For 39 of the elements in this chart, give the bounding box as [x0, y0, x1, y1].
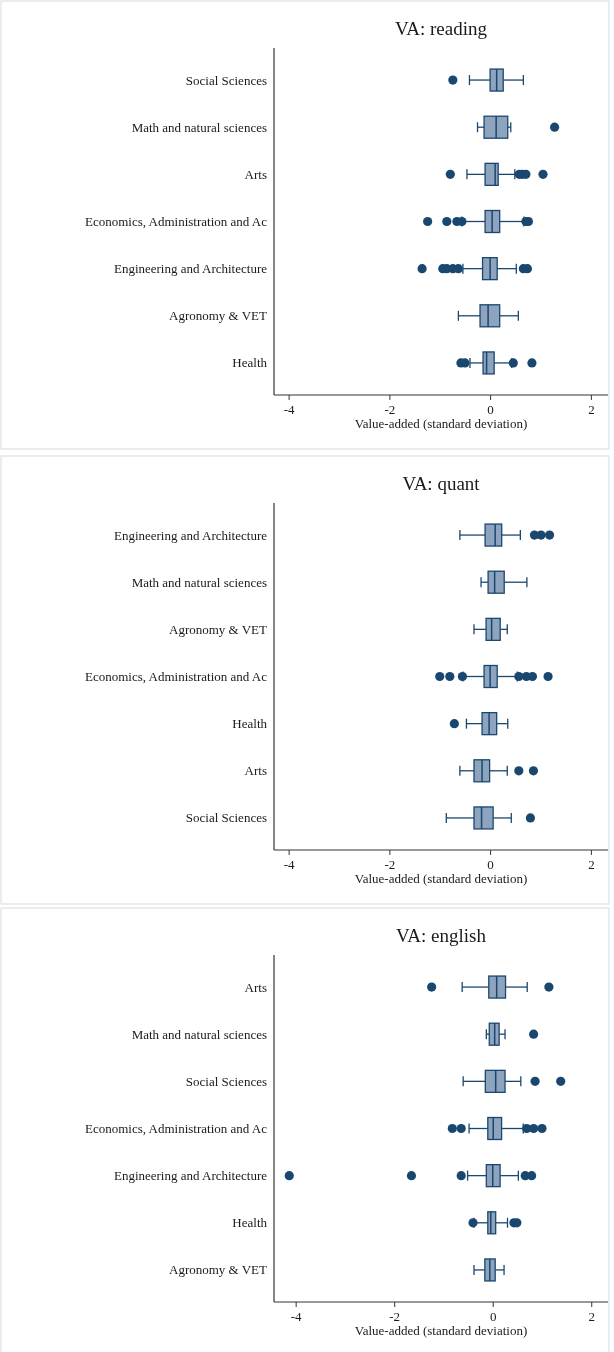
x-tick-label: 2 [588, 1309, 595, 1324]
x-axis-title: Value-added (standard deviation) [354, 416, 528, 431]
chart-title: VA: quant [402, 473, 481, 494]
x-tick-label: 2 [588, 402, 595, 417]
y-tick-label: Math and natural sciences [131, 1026, 267, 1042]
chart-title: VA: english [396, 925, 487, 946]
chart-title: VA: reading [395, 18, 488, 39]
y-tick-label: Economics, Administration and Ac [85, 669, 268, 684]
x-tick-label: -4 [290, 1309, 303, 1324]
y-tick-label: Agronomy & VET [169, 1262, 268, 1278]
y-tick-label: Agronomy & VET [169, 621, 268, 637]
x-tick-label: -4 [283, 857, 296, 872]
y-tick-label: Economics, Administration and Ac [85, 214, 268, 229]
y-tick-label: Social Sciences [185, 810, 267, 826]
x-tick-label: 0 [489, 1309, 497, 1324]
y-tick-label: Arts [244, 763, 267, 779]
y-tick-label: Engineering and Architecture [113, 261, 268, 277]
y-tick-label: Social Sciences [185, 72, 267, 88]
y-tick-label: Math and natural sciences [131, 574, 267, 590]
x-axis-title: Value-added (standard deviation) [354, 1323, 528, 1338]
x-axis-title: Value-added (standard deviation) [354, 871, 528, 886]
x-tick-label: -2 [389, 1309, 401, 1324]
x-tick-label: 0 [487, 402, 494, 417]
y-tick-label: Engineering and Architecture [113, 527, 268, 543]
y-tick-label: Health [232, 1215, 268, 1231]
x-tick-label: -2 [384, 402, 396, 417]
y-tick-label: Arts [244, 166, 267, 182]
y-tick-label: Agronomy & VET [169, 308, 268, 324]
y-tick-label: Math and natural sciences [131, 119, 267, 135]
y-tick-label: Engineering and Architecture [113, 1168, 268, 1184]
x-tick-label: 0 [487, 857, 494, 872]
y-tick-label: Health [232, 716, 268, 732]
x-tick-label: -4 [283, 402, 296, 417]
y-tick-label: Arts [244, 979, 267, 995]
y-tick-label: Economics, Administration and Ac [85, 1121, 268, 1136]
x-tick-label: -2 [384, 857, 396, 872]
x-tick-label: 2 [588, 857, 595, 872]
y-tick-label: Health [232, 355, 268, 371]
y-tick-label: Social Sciences [185, 1073, 267, 1089]
